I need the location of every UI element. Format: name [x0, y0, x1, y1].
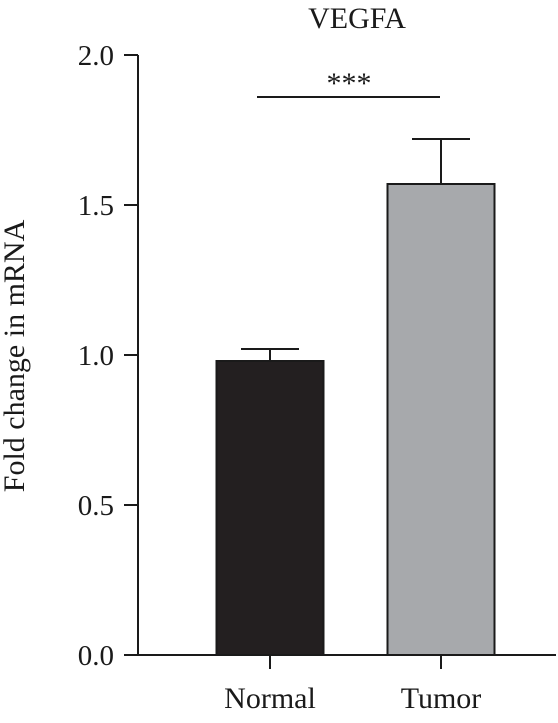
y-axis-label: Fold change in mRNA — [0, 219, 31, 492]
bar-normal — [215, 360, 325, 656]
error-bar-normal — [241, 348, 299, 361]
y-tick-label: 1.5 — [78, 190, 114, 222]
x-tick-label: Normal — [224, 682, 316, 715]
y-tick-label: 1.0 — [78, 340, 114, 372]
error-bar-tumor — [412, 138, 470, 184]
x-axis: Normal Tumor — [138, 654, 556, 715]
chart-title: VEGFA — [308, 2, 406, 35]
y-tick-label: 2.0 — [78, 40, 114, 72]
significance-label: *** — [327, 67, 372, 100]
x-tick-label: Tumor — [401, 682, 482, 715]
error-bars — [241, 138, 470, 361]
y-tick-label: 0.0 — [78, 640, 114, 672]
y-axis: 0.0 0.5 1.0 1.5 2.0 — [78, 40, 139, 672]
bars — [215, 183, 496, 656]
significance-annotation: *** — [257, 67, 440, 100]
bar-tumor — [386, 183, 496, 656]
y-tick-label: 0.5 — [78, 490, 114, 522]
